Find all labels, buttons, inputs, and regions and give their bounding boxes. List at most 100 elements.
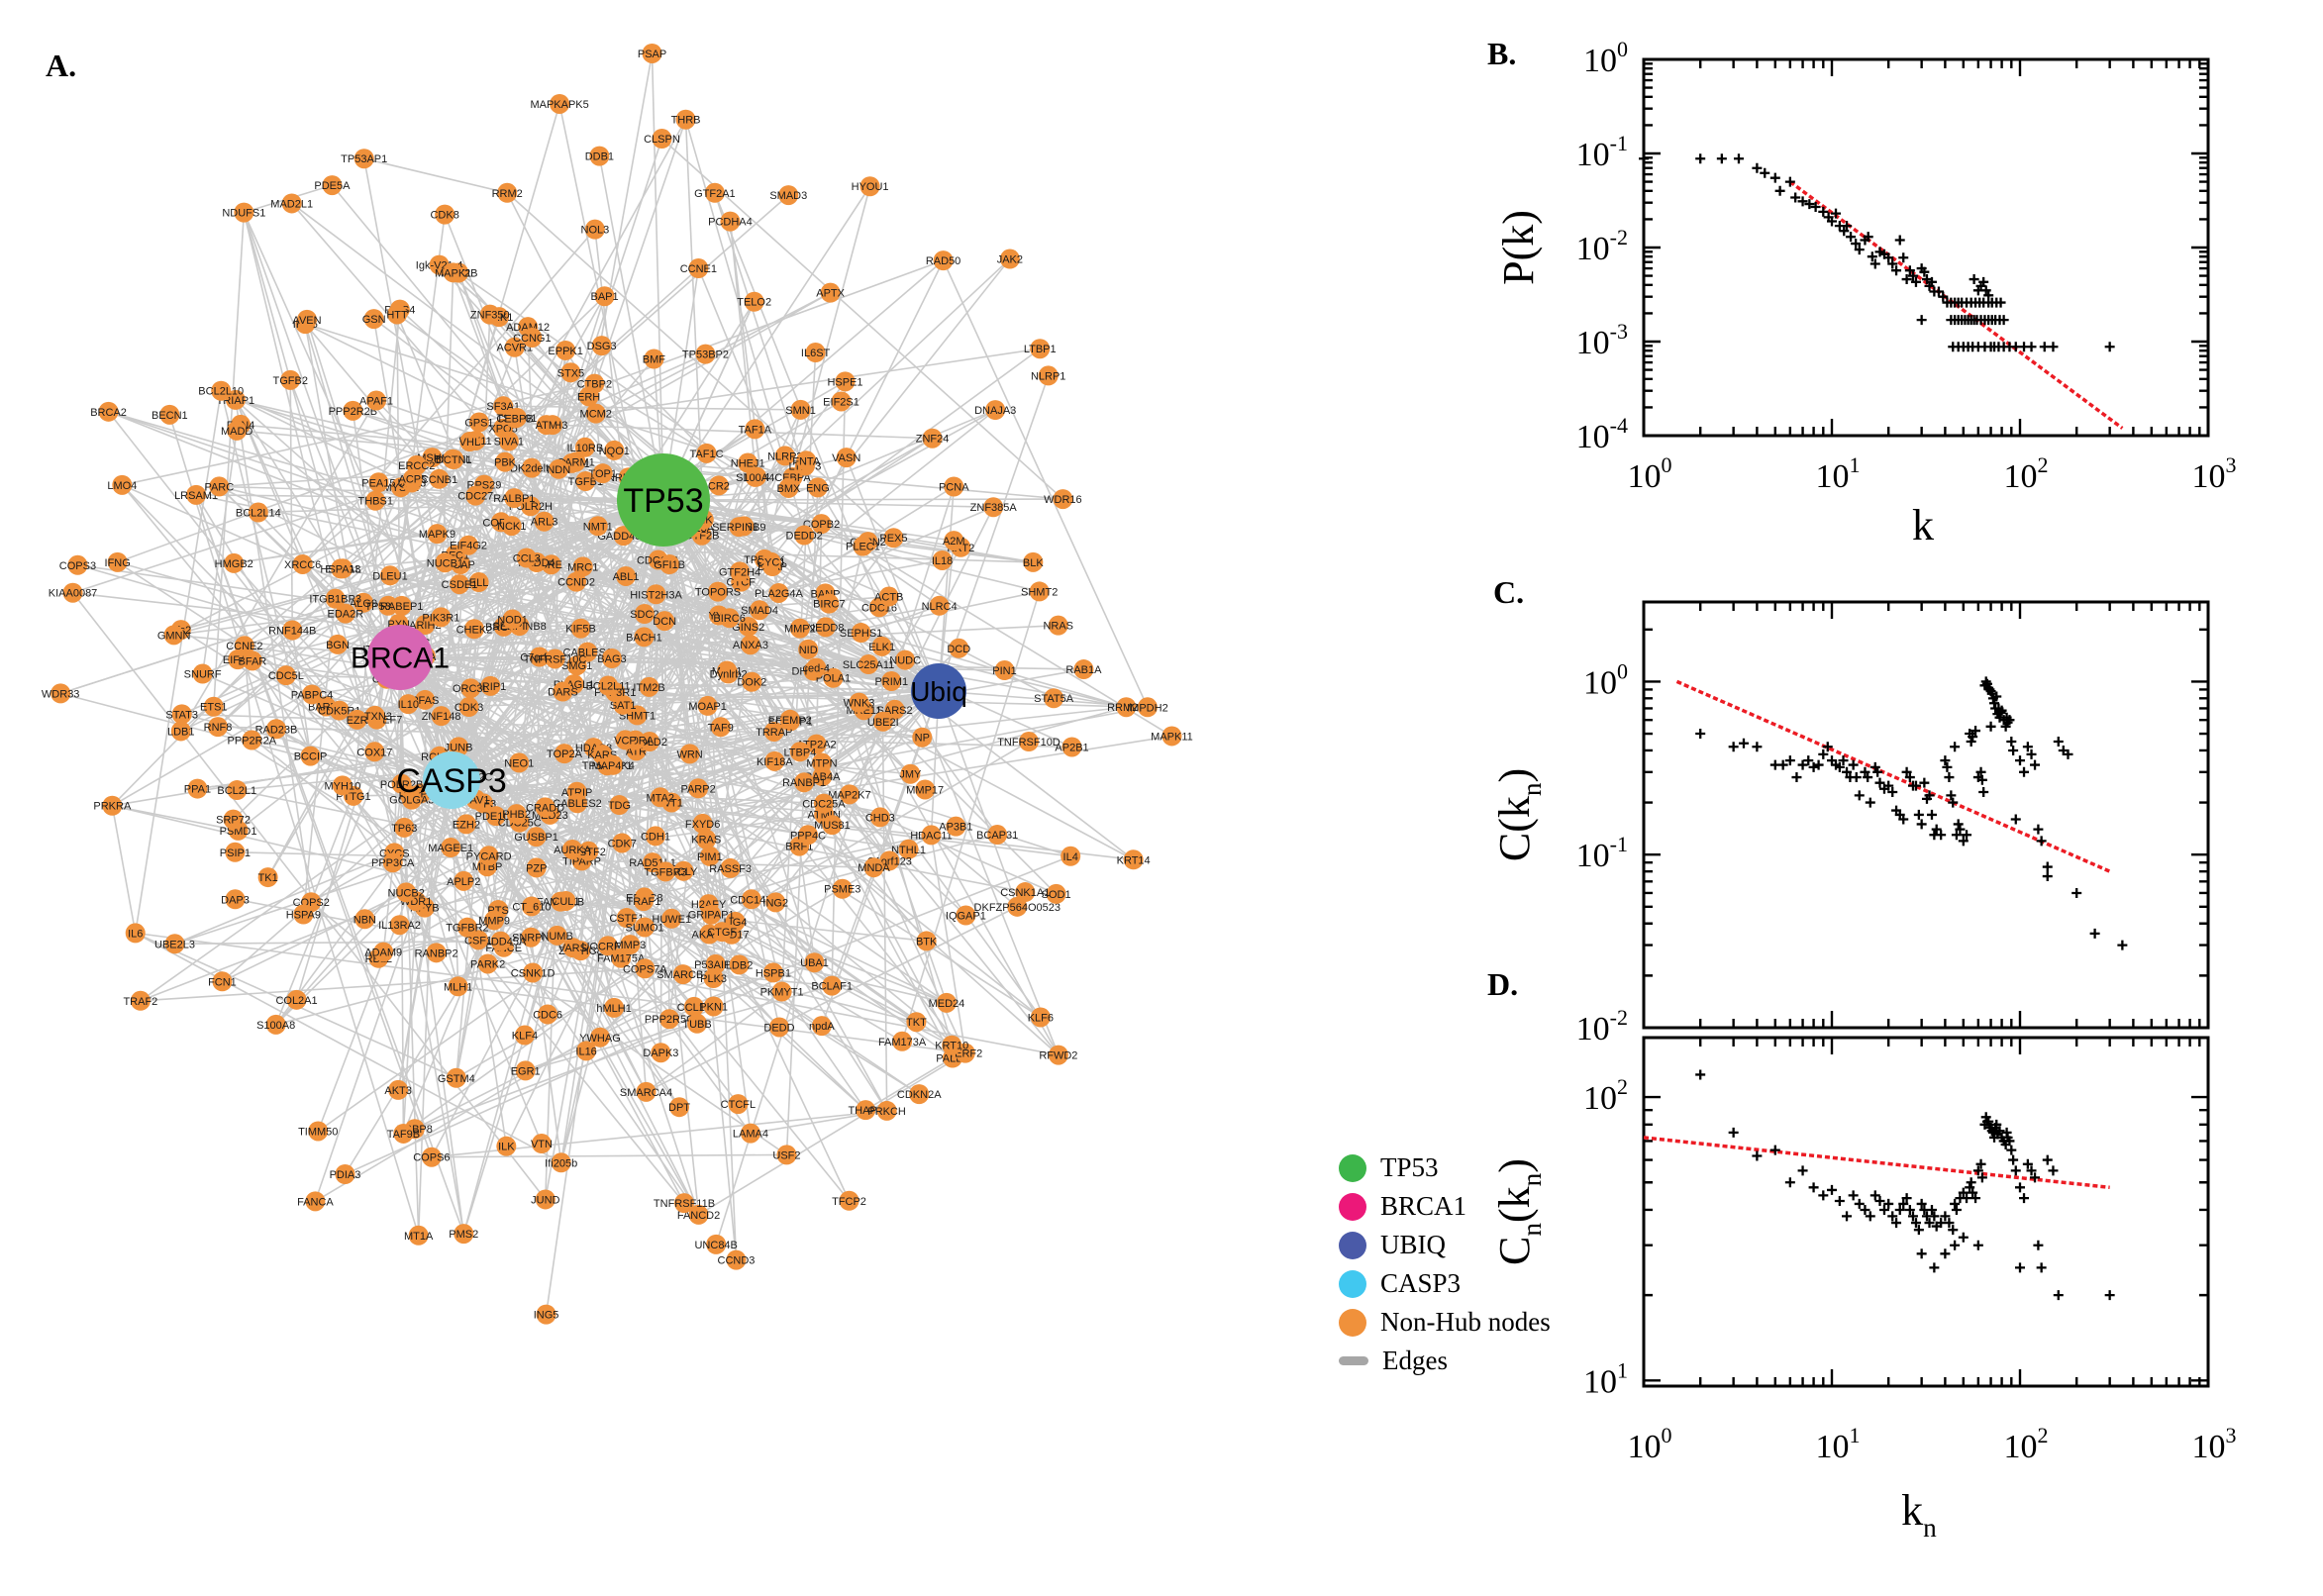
- hub-node-label: BRCA1: [351, 643, 450, 675]
- network-node-label: NUMB: [541, 931, 572, 943]
- network-node-label: THBS1: [358, 496, 393, 508]
- network-node-label: BCL2L1: [217, 785, 256, 797]
- network-node: [435, 552, 455, 573]
- network-node-label: TNFRSF11B: [654, 1198, 715, 1210]
- network-node: [265, 1014, 286, 1035]
- hub-node-tp53: [617, 453, 710, 547]
- network-node-label: GMNN: [157, 630, 191, 642]
- network-node: [839, 1190, 859, 1211]
- network-node-label: NTHL1: [891, 845, 926, 856]
- network-node-label: VARS: [558, 943, 587, 954]
- network-node: [373, 942, 394, 962]
- network-node-label: ZNF24: [916, 434, 950, 446]
- network-node-label: SERPINB9: [712, 522, 765, 534]
- network-node: [431, 607, 452, 628]
- network-node-label: FNTA: [792, 455, 821, 467]
- network-node-label: SIVA1: [494, 437, 524, 449]
- network-node-label: KRT14: [1117, 854, 1151, 866]
- network-node: [565, 451, 586, 472]
- network-node: [688, 1204, 709, 1225]
- network-node-label: GRIPAP1: [688, 910, 735, 922]
- network-node-label: PPP4C: [790, 830, 826, 842]
- network-node-label: DCN: [653, 616, 676, 628]
- network-node: [354, 149, 374, 169]
- network-node: [720, 857, 741, 878]
- network-node: [1015, 882, 1036, 903]
- network-node-label: HSPE1: [827, 376, 862, 388]
- network-node-label: CSNK1A1: [1000, 887, 1050, 899]
- network-node-label: NP: [915, 733, 930, 745]
- network-node: [673, 860, 694, 881]
- network-node: [921, 825, 942, 846]
- network-node-label: TAF1A: [739, 424, 772, 436]
- network-node: [728, 1094, 749, 1115]
- network-node-label: RALBP1: [493, 493, 535, 505]
- network-node: [806, 734, 827, 754]
- network-node: [634, 627, 655, 648]
- network-node-label: MAPK1: [435, 267, 471, 279]
- network-node: [811, 1016, 832, 1037]
- network-node-label: PRKCH: [867, 1106, 906, 1118]
- network-node-label: BCLAF1: [811, 981, 853, 993]
- network-node-label: IQGAP1: [946, 911, 986, 923]
- network-node-label: IL10: [398, 699, 419, 711]
- network-node: [789, 618, 810, 639]
- network-node-label: PCDHA4: [708, 217, 753, 229]
- network-node-label: ARL3: [531, 517, 558, 529]
- network-node: [535, 1189, 556, 1210]
- network-node: [598, 675, 619, 696]
- network-node: [549, 458, 569, 479]
- network-node-label: CDC5L: [268, 670, 304, 682]
- network-node-label: EZR: [347, 715, 368, 727]
- network-node-label: TOP2A: [547, 748, 583, 760]
- network-node-label: AP2B1: [1055, 742, 1088, 753]
- network-node-label: GOLGA3: [389, 795, 434, 807]
- plot-frame: [1642, 57, 2210, 438]
- network-node: [1030, 339, 1051, 359]
- panel-b-label: B.: [1487, 36, 1517, 71]
- network-node-label: MYH10: [325, 780, 361, 792]
- network-node-label: JMY: [899, 769, 922, 781]
- network-node: [764, 750, 785, 771]
- network-node: [347, 709, 367, 730]
- network-node: [501, 516, 522, 537]
- network-node: [521, 896, 542, 917]
- network-node: [426, 943, 447, 963]
- network-node: [718, 663, 739, 684]
- network-node-label: BCL2L10: [198, 386, 244, 398]
- network-node: [776, 1145, 797, 1165]
- network-node: [547, 925, 567, 946]
- network-node: [708, 475, 729, 496]
- network-node-label: BRCA2: [90, 407, 127, 419]
- network-node-label: HYOU1: [852, 181, 889, 193]
- network-node: [354, 909, 375, 930]
- network-node: [297, 309, 318, 330]
- network-node-label: TAF1C: [690, 449, 724, 460]
- network-node: [831, 391, 852, 412]
- network-node: [496, 1136, 517, 1156]
- network-node-label: BAG3: [597, 653, 626, 665]
- network-node: [389, 915, 410, 936]
- network-node: [203, 696, 224, 717]
- network-node: [936, 992, 957, 1013]
- tick-label: 102: [2004, 1423, 2049, 1465]
- network-node: [1038, 365, 1059, 386]
- fit-line: [1788, 180, 2124, 430]
- network-node-label: SMG1: [561, 660, 592, 672]
- network-node: [609, 795, 630, 816]
- network-node: [480, 675, 501, 696]
- network-node-label: NMT1: [583, 521, 613, 533]
- network-node: [396, 882, 417, 903]
- network-node-label: TAF9: [708, 722, 734, 734]
- tick-label: 10-1: [1576, 832, 1628, 874]
- network-node: [1053, 489, 1073, 510]
- network-node: [578, 386, 599, 407]
- network-node: [601, 648, 622, 668]
- network-node-label: BIRC7: [813, 599, 845, 611]
- network-node: [328, 634, 349, 654]
- network-node-label: ADAM9: [364, 948, 402, 959]
- network-node-label: DNAJA3: [974, 405, 1016, 417]
- network-node: [944, 531, 964, 551]
- network-node-label: ZNF148: [422, 711, 461, 723]
- network-node-label: DEDD: [763, 1022, 794, 1034]
